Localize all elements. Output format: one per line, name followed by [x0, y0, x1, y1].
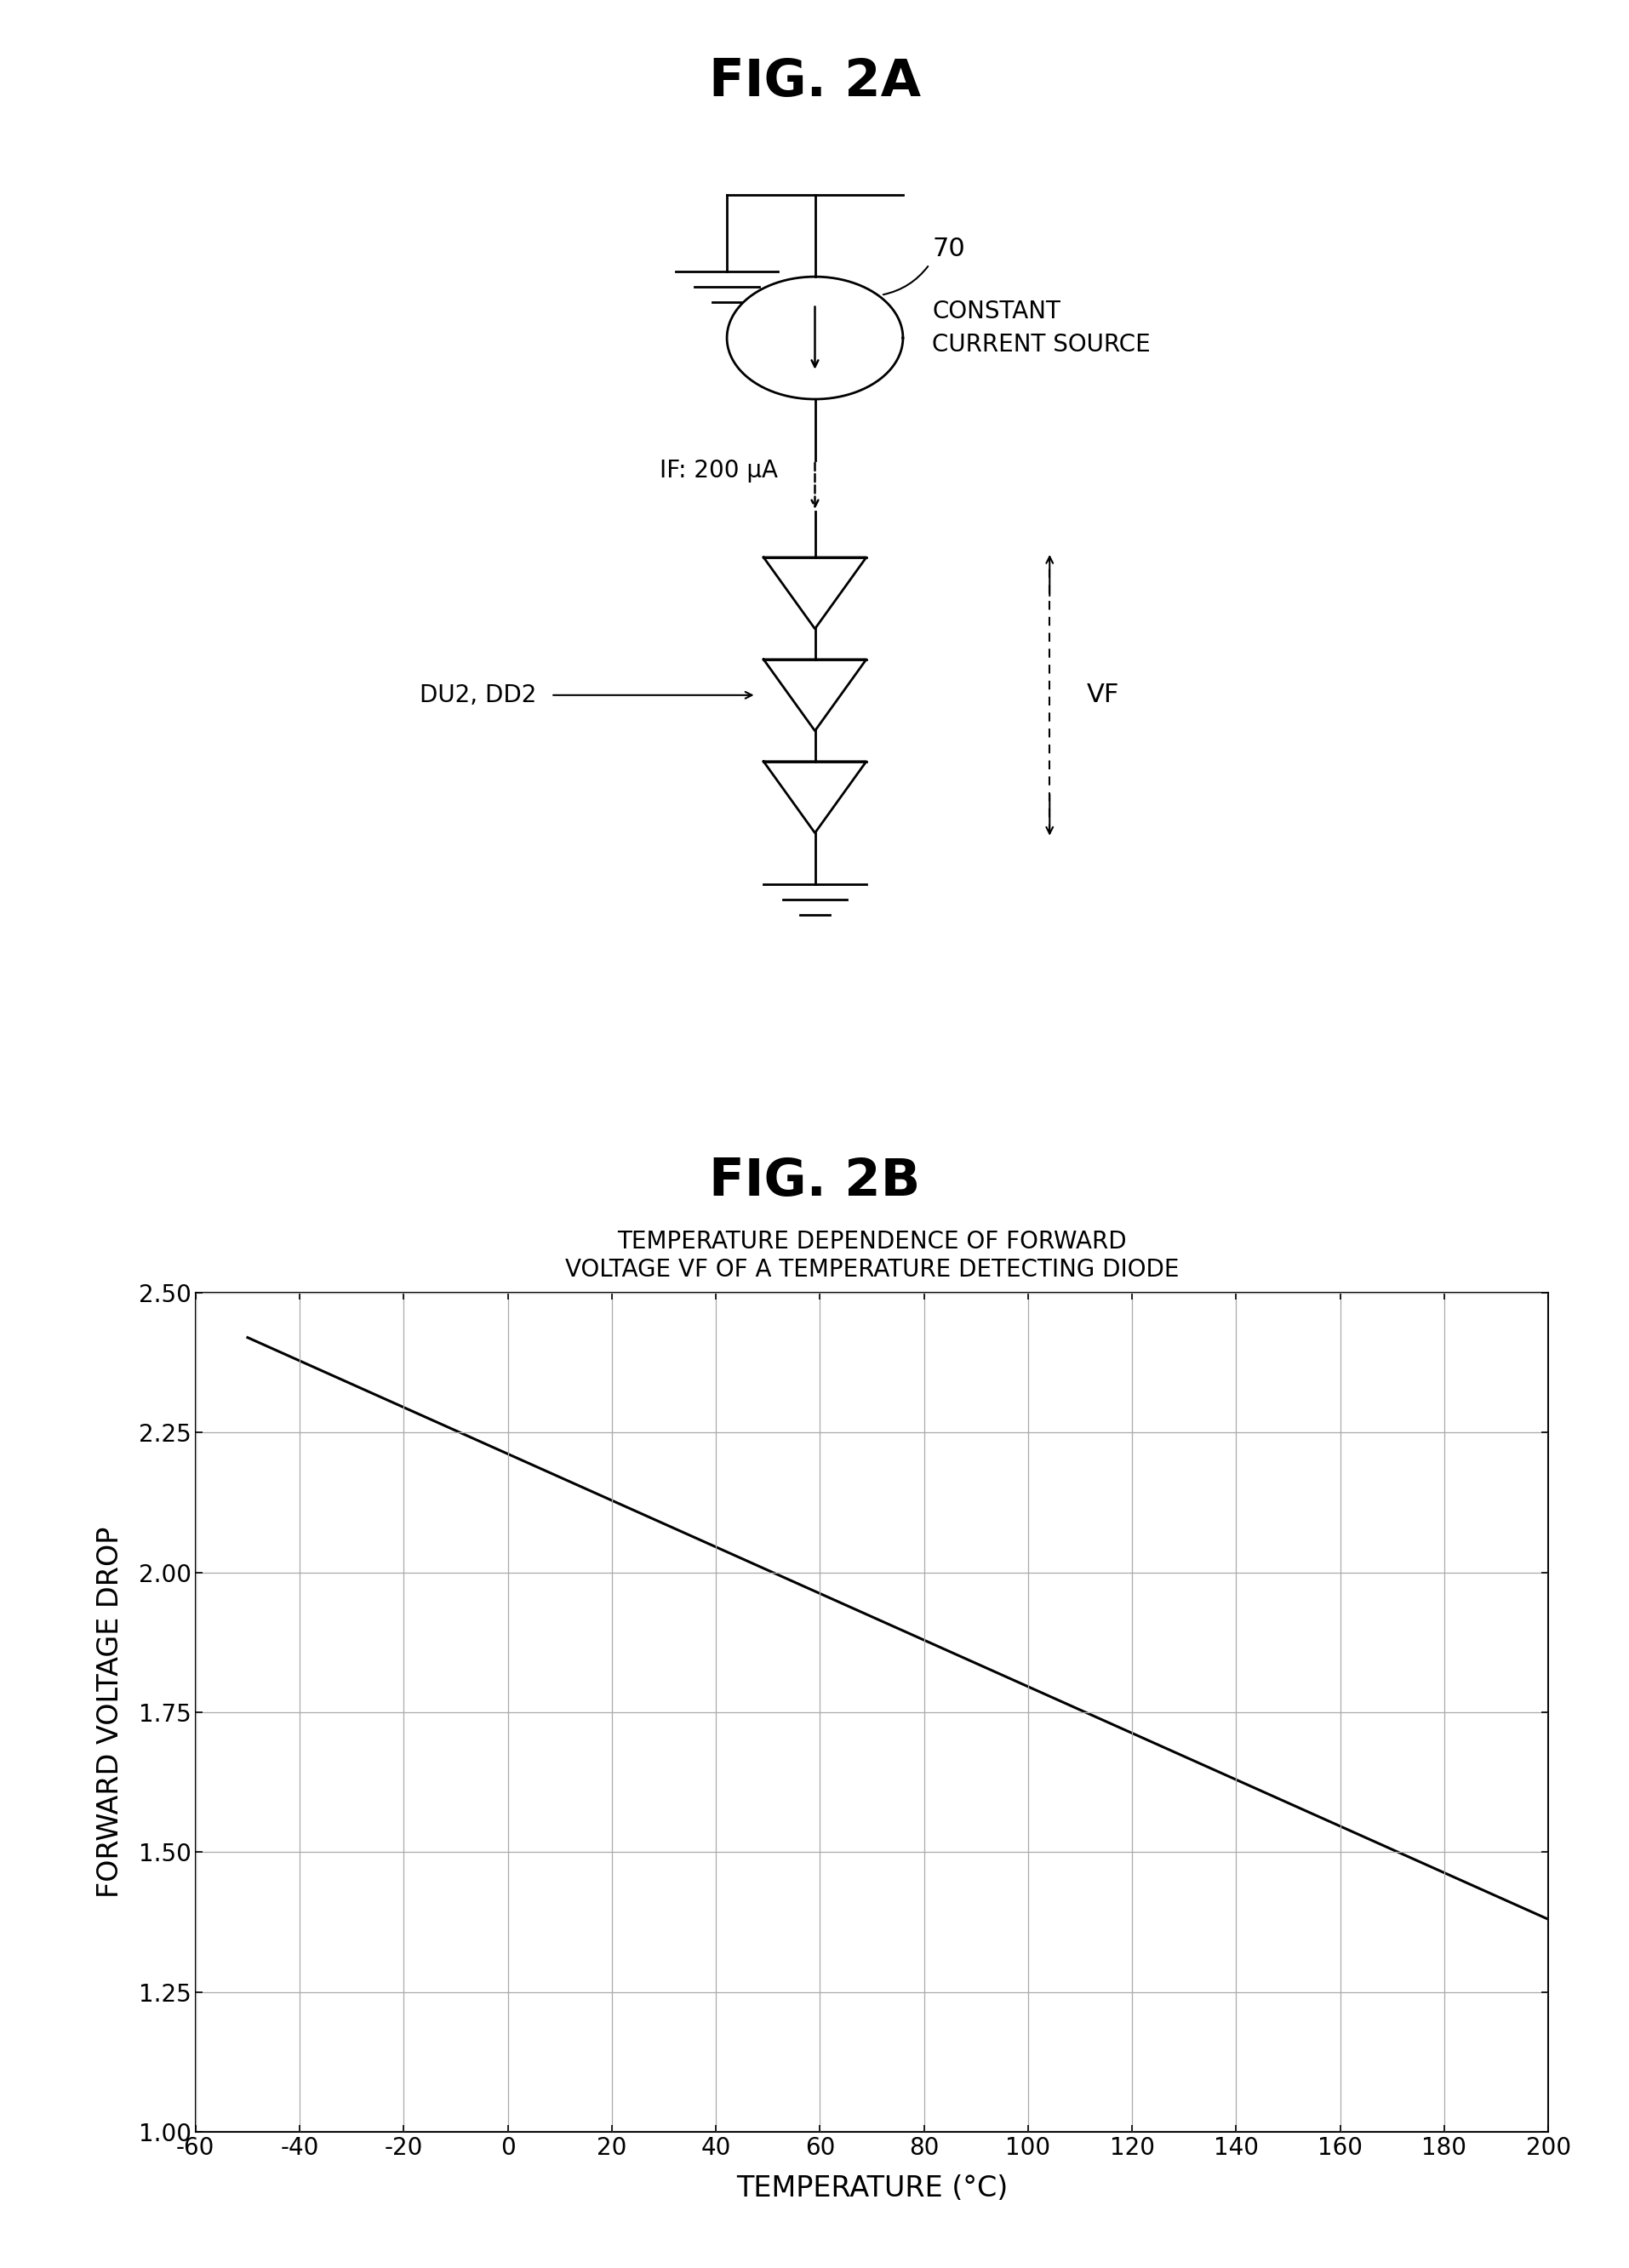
Text: 70: 70	[932, 236, 964, 261]
Y-axis label: FORWARD VOLTAGE DROP: FORWARD VOLTAGE DROP	[96, 1526, 124, 1898]
Text: CONSTANT
CURRENT SOURCE: CONSTANT CURRENT SOURCE	[932, 299, 1150, 356]
X-axis label: TEMPERATURE (°C): TEMPERATURE (°C)	[736, 2175, 1007, 2202]
Text: IF: 200 μA: IF: 200 μA	[660, 458, 779, 483]
Title: TEMPERATURE DEPENDENCE OF FORWARD
VOLTAGE VF OF A TEMPERATURE DETECTING DIODE: TEMPERATURE DEPENDENCE OF FORWARD VOLTAG…	[565, 1229, 1178, 1281]
Text: FIG. 2B: FIG. 2B	[709, 1157, 920, 1207]
Text: FIG. 2A: FIG. 2A	[709, 57, 920, 107]
Text: DU2, DD2: DU2, DD2	[419, 683, 536, 708]
Text: VF: VF	[1087, 683, 1119, 708]
